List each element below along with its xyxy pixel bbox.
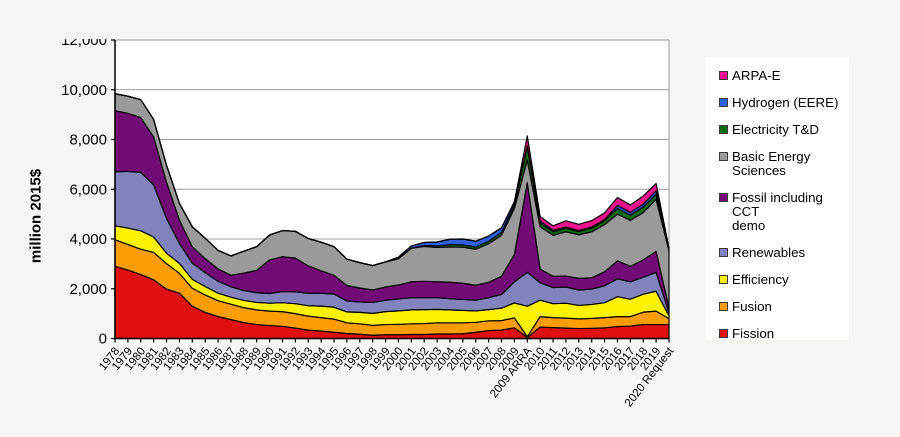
legend-swatch-efficiency [719, 275, 728, 284]
legend-swatch-renewables [719, 248, 728, 257]
y-axis-title: million 2015$ [27, 168, 45, 264]
legend-swatch-electricity-td [719, 125, 728, 134]
legend-item-electricity-td: Electricity T&D [719, 123, 845, 137]
legend-label: Fission [732, 326, 775, 341]
legend-item-hydrogen-eere: Hydrogen (EERE) [719, 96, 845, 110]
legend-item-renewables: Renewables [719, 246, 845, 260]
legend-item-arpa-e: ARPA-E [719, 69, 845, 83]
y-tick-label: 4,000 [69, 231, 107, 248]
y-tick-label: 8,000 [69, 132, 107, 149]
legend-label: Fusion [732, 299, 772, 314]
legend-label: Efficiency [732, 272, 789, 287]
legend-item-fusion: Fusion [719, 300, 845, 314]
legend-label: Hydrogen (EERE) [732, 95, 839, 110]
y-tick-label: 6,000 [69, 181, 107, 198]
legend-swatch-fission [719, 329, 728, 338]
legend-item-fossil-including-cct-demo: Fossil including CCT demo [719, 191, 845, 233]
legend-swatch-basic-energy-sciences [719, 152, 728, 161]
y-tick-labels: 0 2,000 4,000 6,000 8,000 10,000 12,000 [61, 32, 107, 348]
legend-label: Fossil including CCT demo [732, 190, 823, 233]
legend-item-efficiency: Efficiency [719, 273, 845, 287]
legend-label: Electricity T&D [732, 122, 819, 137]
y-tick-label: 2,000 [69, 281, 107, 298]
y-tick-label: 10,000 [61, 82, 107, 99]
legend-swatch-hydrogen-eere [719, 98, 728, 107]
area-series-arpa-e [114, 93, 670, 267]
legend-swatch-fusion [719, 302, 728, 311]
legend-label: Renewables [732, 245, 806, 260]
y-tick-label: 0 [99, 331, 107, 348]
legend-label: ARPA-E [732, 68, 781, 83]
legend-swatch-fossil-including-cct-demo [719, 193, 728, 202]
legend: ARPA-E Hydrogen (EERE) Electricity T&D Basi… [705, 57, 849, 341]
legend-label: Basic Energy Sciences [732, 149, 811, 178]
legend-swatch-arpa-e [719, 71, 728, 80]
legend-item-fission: Fission [719, 327, 845, 341]
legend-item-basic-energy-sciences: Basic Energy Sciences [719, 150, 845, 178]
y-tick-label: 12,000 [61, 32, 107, 49]
